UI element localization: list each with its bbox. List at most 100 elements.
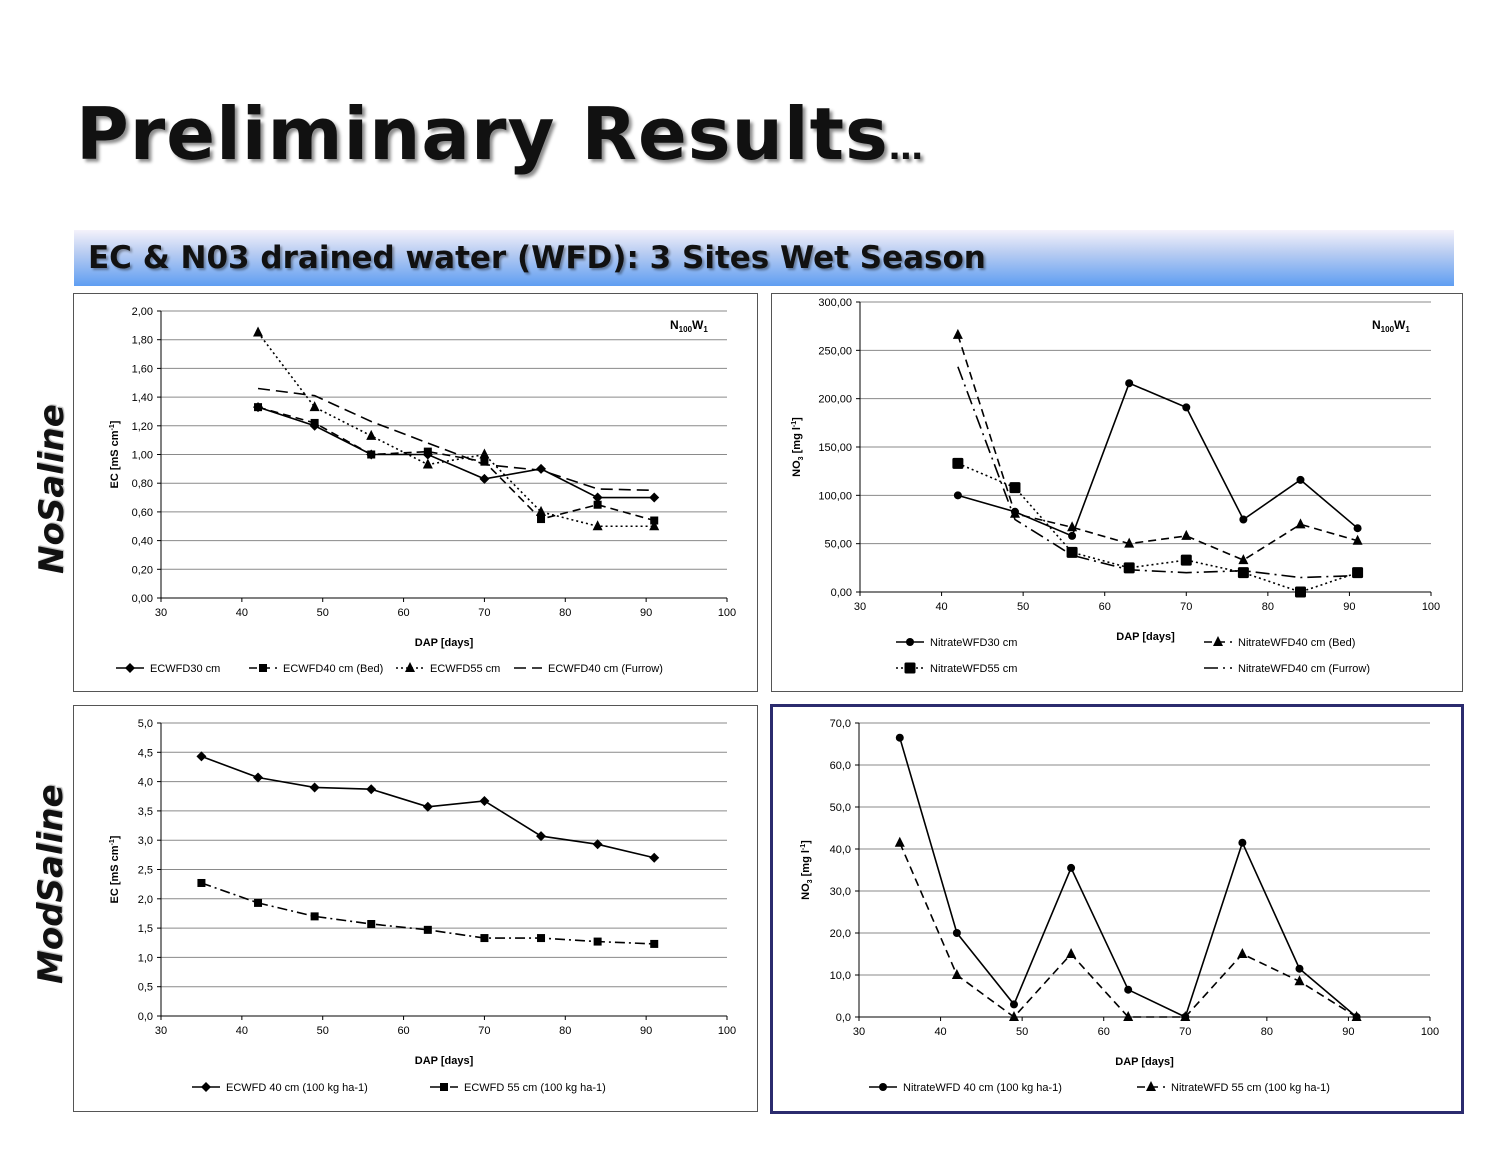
data-point [479,473,490,484]
series-line [957,334,1358,561]
data-point [423,925,432,934]
grid [855,722,1430,1018]
y-tick-label: 20,0 [830,928,851,940]
chart-ec-modsaline: 0,0 0,5 1,0 1,5 2,0 2,5 3,0 3,5 4,0 4,5 5,0 30 40 50 6… [73,705,758,1112]
legend-item: ECWFD40 cm (Bed) [249,663,383,675]
data-point [479,448,490,459]
y-tick-label: 40,0 [830,844,851,856]
chart-svg: 0,0 0,5 1,0 1,5 2,0 2,5 3,0 3,5 4,0 4,5 5,0 30 40 50 6… [109,718,736,1094]
data-point [952,457,964,469]
y-tick-label: 10,0 [830,970,851,982]
x-tick-label: 80 [559,1025,571,1037]
legend-marker [440,1083,448,1091]
data-point [310,912,319,921]
data-point [254,403,263,412]
data-point [196,751,207,762]
y-axis-label: EC [mS cm-1] [109,420,121,488]
legend-label: ECWFD 55 cm (100 kg ha-1) [464,1082,606,1094]
series-2 [254,403,659,525]
data-point [1123,1011,1134,1021]
legend-item: ECWFD30 cm [116,663,220,675]
x-tick-label: 30 [853,1026,865,1038]
subtitle-text: EC & N03 drained water (WFD): 3 Sites We… [88,240,986,276]
series-3 [952,457,1364,598]
x-tick-label: 30 [155,1025,167,1037]
x-tick-label: 40 [236,1025,248,1037]
data-point [367,919,376,928]
x-tick-label: 90 [1343,601,1355,613]
data-point [1067,863,1076,872]
chart-ec-nosaline: 0,00 0,20 0,40 0,60 0,80 1,00 1,20 1,40 1,60 1,80… [73,293,758,692]
data-point [1125,379,1134,388]
legend: ECWFD 40 cm (100 kg ha-1) ECWFD 55 cm (10… [192,1082,606,1094]
data-point [952,929,961,937]
series-1 [196,751,660,863]
x-tick-label: 90 [1342,1026,1354,1038]
data-point [537,515,546,524]
grid [856,301,1431,593]
data-point [366,784,377,795]
y-tick-label: 0,00 [831,587,852,599]
x-tick-label: 60 [397,607,409,619]
series-1 [895,733,1361,1021]
legend-marker [405,662,415,672]
chart-svg: 0,00 0,20 0,40 0,60 0,80 1,00 1,20 1,40 1,60 1,80… [109,306,736,675]
series-2 [894,836,1362,1021]
y-tick-label: 3,5 [138,806,153,818]
legend-item: NitrateWFD 40 cm (100 kg ha-1) [869,1082,1062,1094]
legend: NitrateWFD 40 cm (100 kg ha-1) NitrateWFD… [869,1081,1330,1094]
data-point [953,491,962,500]
x-axis-label: DAP [days] [1116,631,1175,643]
data-point [536,831,547,842]
data-point [1238,838,1247,847]
data-point [1009,1000,1018,1009]
legend-marker [1146,1081,1156,1091]
legend-item: NitrateWFD30 cm [896,637,1017,649]
y-tick-label: 0,0 [138,1011,153,1023]
y-tick-label: 3,0 [138,835,153,847]
x-tick-label: 40 [236,607,248,619]
data-point [894,836,905,847]
chart-annotation: N100W1 [1372,318,1410,334]
y-tick-label: 0,0 [836,1012,851,1024]
x-axis-label: DAP [days] [415,637,474,649]
y-tick-label: 5,0 [138,718,153,730]
data-point [1352,534,1363,545]
series-4 [957,366,1358,579]
x-tick-label: 80 [1262,601,1274,613]
x-tick-label: 80 [1261,1026,1273,1038]
legend-marker [904,662,916,674]
data-point [1353,524,1362,533]
data-point [536,505,547,516]
x-tick-label: 80 [559,607,571,619]
x-tick-label: 40 [935,601,947,613]
series-2 [952,328,1363,565]
chart-annotation: N100W1 [670,318,708,334]
data-point [593,500,602,509]
data-point [1295,518,1306,529]
y-tick-label: 0,5 [138,982,153,994]
y-tick-label: 1,40 [132,392,153,404]
data-point [253,326,264,337]
legend-label: NitrateWFD 55 cm (100 kg ha-1) [1171,1082,1330,1094]
y-tick-label: 1,60 [132,363,153,375]
series-1 [253,402,660,503]
data-point [310,418,319,427]
data-point [309,782,320,793]
data-point [650,939,659,948]
data-point [422,458,433,469]
y-tick-label: 0,80 [132,478,153,490]
data-point [367,450,376,459]
chart-svg: 0,00 50,00 100,00 150,00 200,00 250,00 300,00 3… [791,297,1440,675]
data-point [1180,554,1192,566]
data-point [1009,482,1021,494]
x-tick-label: 100 [1422,601,1440,613]
chart-nitrate-modsaline: 0,0 10,0 20,0 30,0 40,0 50,0 60,0 70,0 30 40 50 60 7… [770,704,1464,1114]
x-tick-label: 100 [718,1025,736,1037]
data-point [366,429,377,440]
legend-label: ECWFD40 cm (Furrow) [548,663,663,675]
data-point [1296,475,1305,484]
data-point [1239,515,1248,524]
legend-item: ECWFD40 cm (Furrow) [514,663,663,675]
data-point [480,934,489,943]
